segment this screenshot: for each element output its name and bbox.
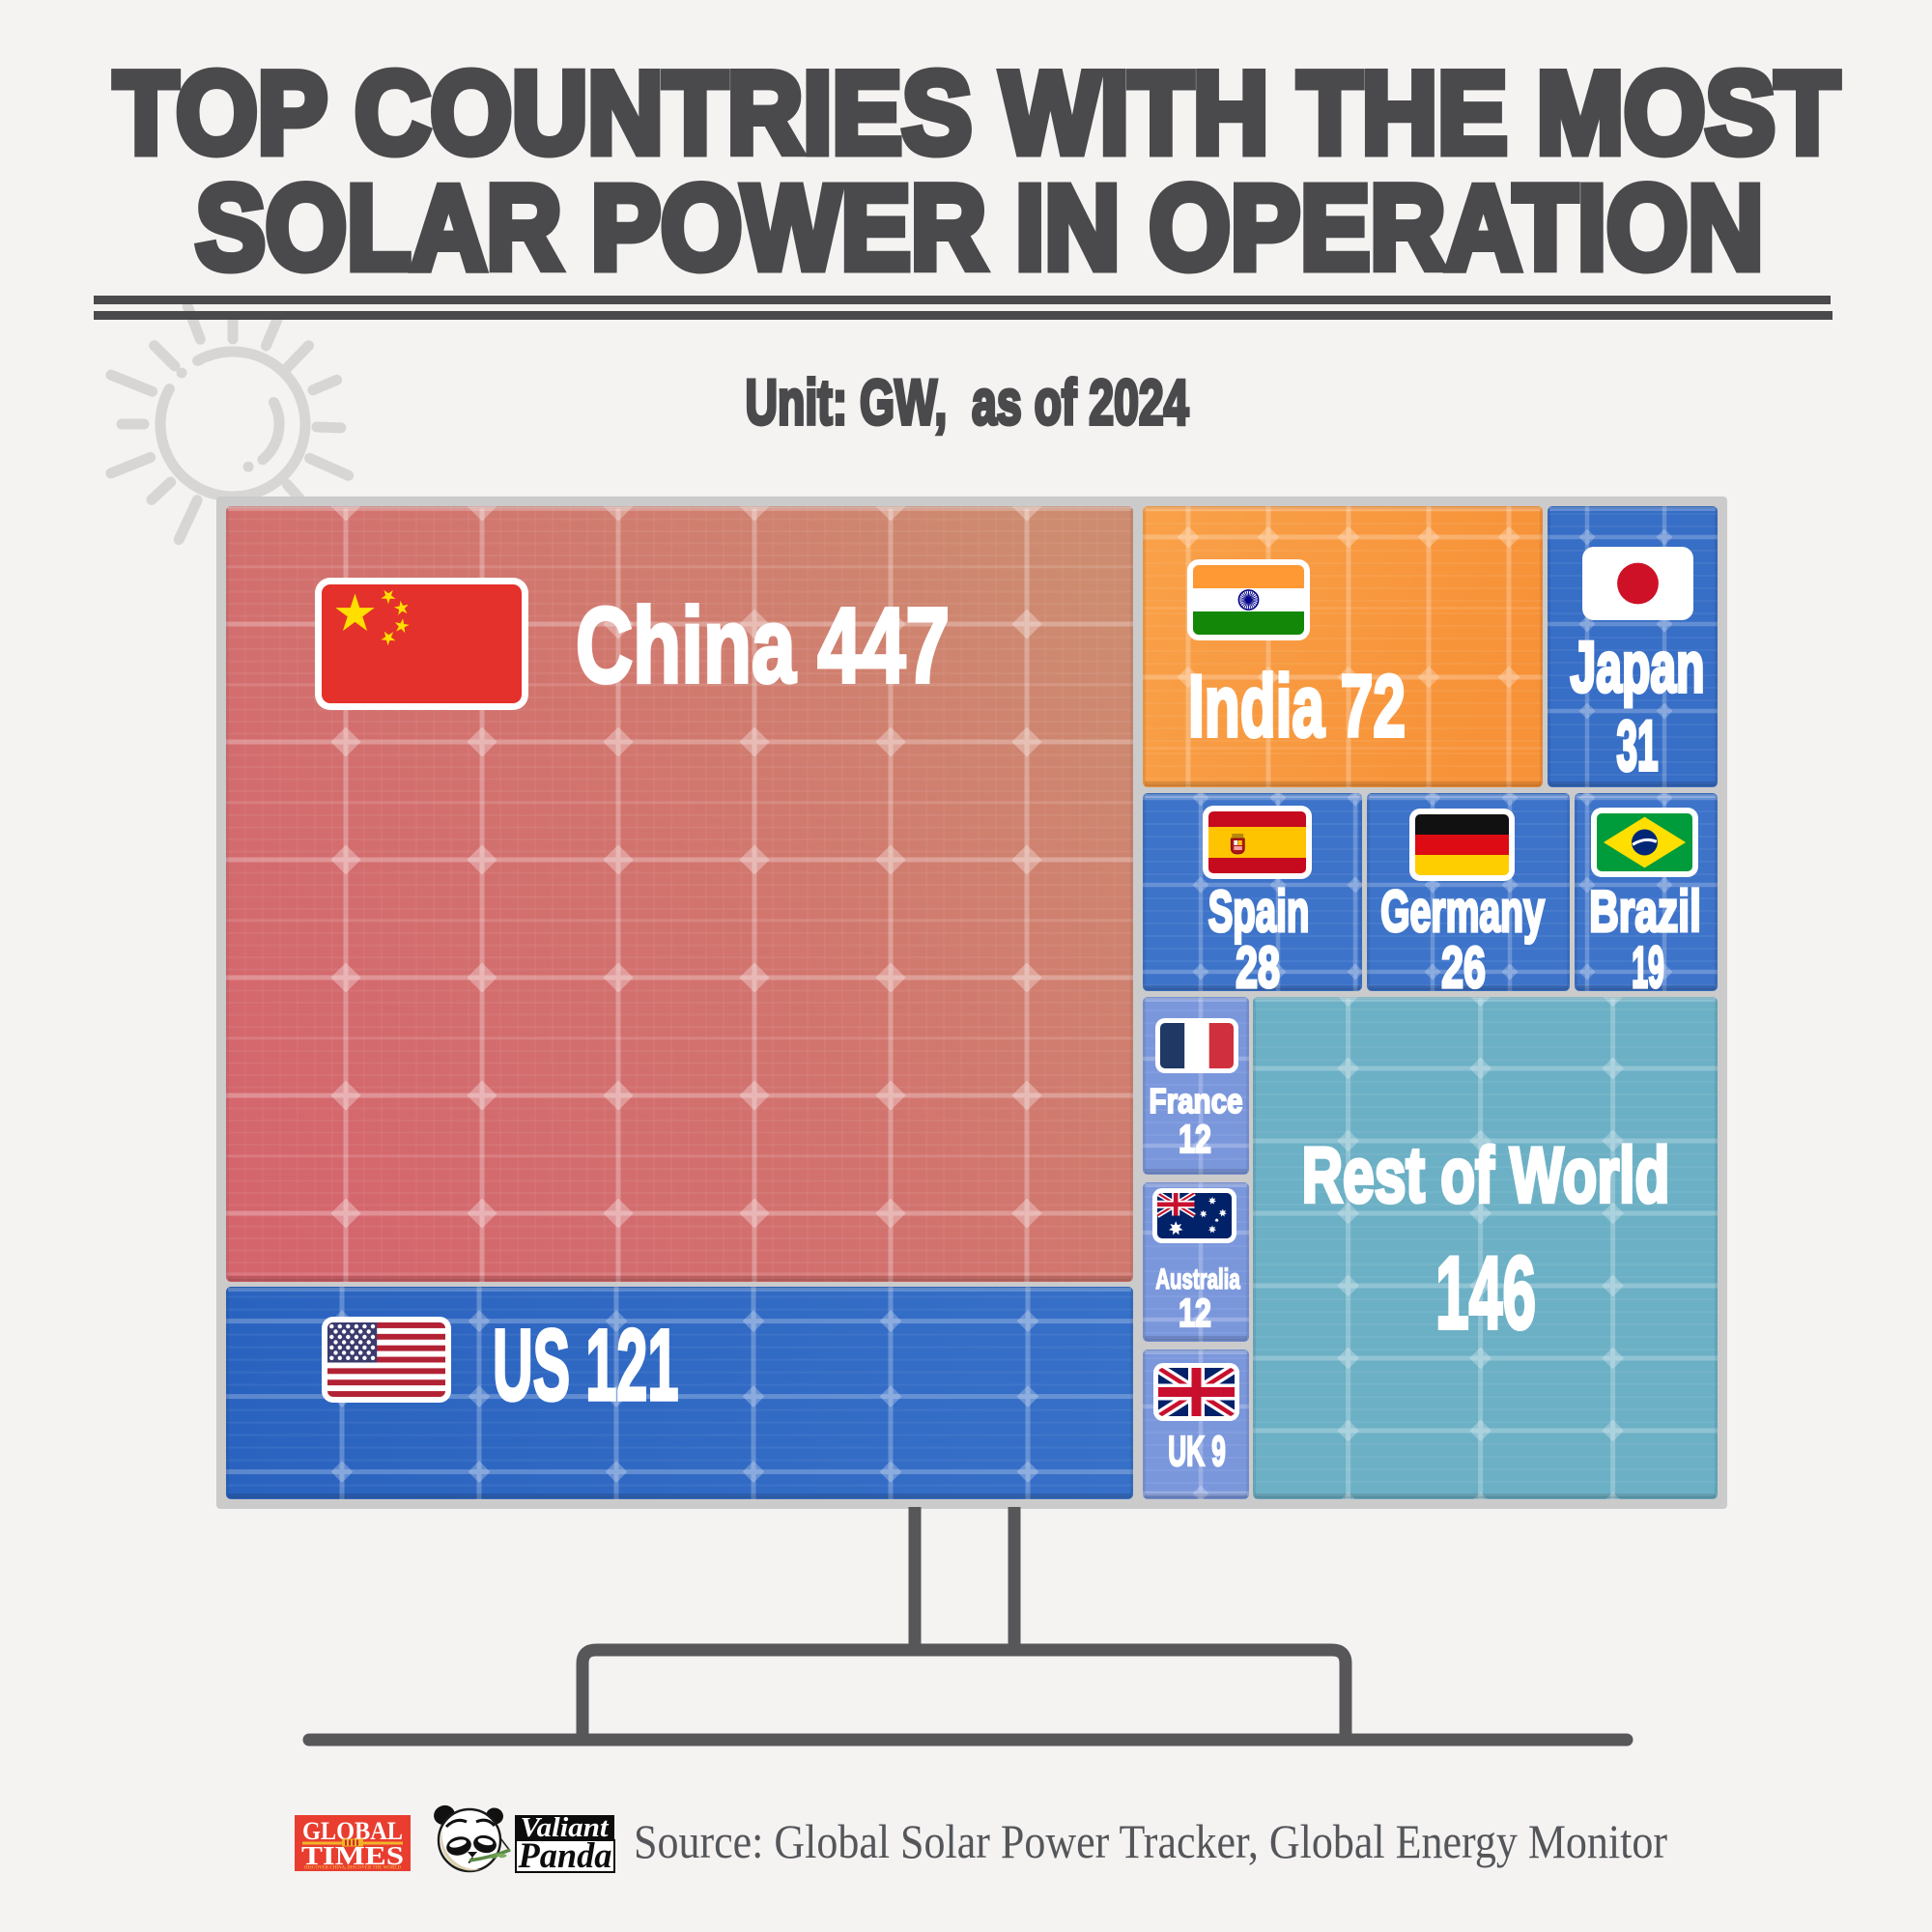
- svg-text:France: France: [1150, 1081, 1243, 1121]
- svg-text:US 121: US 121: [493, 1309, 679, 1422]
- svg-text:26: 26: [1441, 935, 1486, 1000]
- svg-text:TIMES: TIMES: [301, 1841, 404, 1870]
- svg-text:TOP COUNTRIES WITH THE MOST: TOP COUNTRIES WITH THE MOST: [114, 48, 1839, 178]
- svg-text:Source: Global Solar Power Tra: Source: Global Solar Power Tracker, Glob…: [634, 1814, 1667, 1868]
- svg-text:19: 19: [1632, 935, 1664, 1000]
- svg-text:146: 146: [1435, 1235, 1536, 1350]
- svg-text:Australia: Australia: [1155, 1264, 1240, 1295]
- svg-text:28: 28: [1236, 935, 1280, 1000]
- svg-text:China 447: China 447: [576, 586, 950, 705]
- svg-text:Panda: Panda: [518, 1836, 612, 1876]
- svg-text:SOLAR POWER IN OPERATION: SOLAR POWER IN OPERATION: [196, 162, 1764, 295]
- svg-text:Germany: Germany: [1380, 879, 1545, 944]
- svg-text:Unit: GW, as of 2024: Unit: GW, as of 2024: [746, 366, 1189, 438]
- svg-text:India 72: India 72: [1188, 658, 1406, 755]
- svg-text:DISCOVER CHINA, DISCOVER THE W: DISCOVER CHINA, DISCOVER THE WORLD: [304, 1865, 401, 1871]
- svg-text:Rest of World: Rest of World: [1302, 1132, 1670, 1219]
- svg-text:Brazil: Brazil: [1589, 879, 1701, 944]
- svg-text:UK 9: UK 9: [1168, 1428, 1226, 1475]
- svg-text:Spain: Spain: [1208, 879, 1310, 944]
- svg-text:Valiant: Valiant: [521, 1812, 610, 1843]
- svg-text:12: 12: [1179, 1117, 1211, 1161]
- svg-text:31: 31: [1617, 707, 1659, 785]
- svg-text:12: 12: [1179, 1291, 1211, 1335]
- svg-text:Japan: Japan: [1571, 627, 1705, 707]
